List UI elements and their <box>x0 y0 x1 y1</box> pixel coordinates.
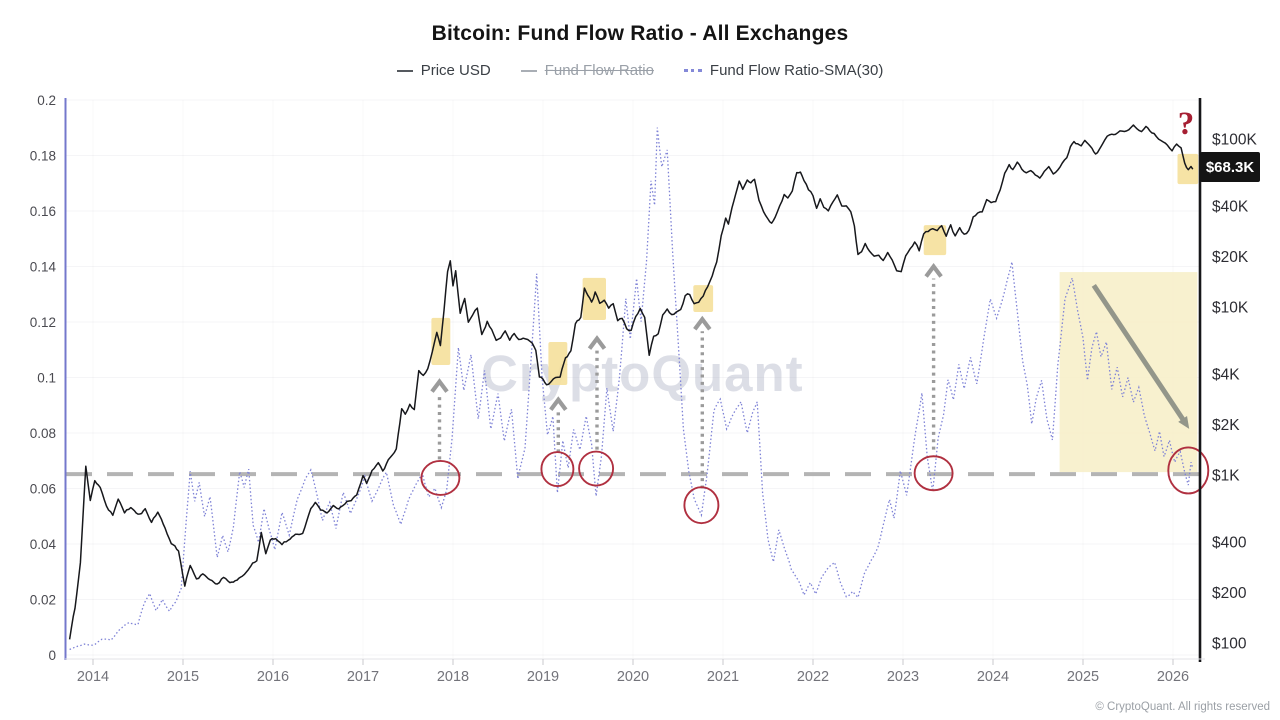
legend: Price USD Fund Flow Ratio Fund Flow Rati… <box>0 62 1280 79</box>
svg-text:2024: 2024 <box>977 669 1009 685</box>
series-layer <box>68 124 1194 651</box>
svg-text:2019: 2019 <box>527 669 559 685</box>
svg-text:2016: 2016 <box>257 669 289 685</box>
svg-text:2014: 2014 <box>77 669 109 685</box>
svg-text:$400: $400 <box>1212 534 1247 551</box>
svg-text:$100: $100 <box>1212 636 1247 653</box>
svg-text:0.16: 0.16 <box>30 204 56 219</box>
svg-text:2021: 2021 <box>707 669 739 685</box>
legend-label: Fund Flow Ratio <box>544 62 654 79</box>
red-circle-1 <box>420 460 461 496</box>
red-circle-5 <box>913 455 954 492</box>
svg-text:0.08: 0.08 <box>30 426 56 441</box>
yellow-highlight-box-4 <box>693 285 714 313</box>
svg-text:$40K: $40K <box>1212 198 1249 215</box>
yellow-highlight-box-3 <box>582 277 606 321</box>
price-usd-line <box>68 124 1194 640</box>
red-circle-3 <box>578 450 615 487</box>
svg-text:2020: 2020 <box>617 669 649 685</box>
price-line-marker-icon <box>396 69 413 72</box>
copyright-footer: © CryptoQuant. All rights reserved <box>1095 701 1270 713</box>
svg-text:0.18: 0.18 <box>30 149 56 164</box>
svg-text:$20K: $20K <box>1212 249 1249 266</box>
up-arrow-2 <box>549 396 568 453</box>
yellow-highlight-box-2 <box>548 341 568 385</box>
svg-text:0.04: 0.04 <box>30 537 57 552</box>
yellow-highlight-box-5 <box>923 225 947 256</box>
big-yellow-highlight-box <box>1059 272 1198 473</box>
up-arrow-1 <box>430 378 449 460</box>
ffr-line-marker-icon <box>520 69 537 72</box>
page-title: Bitcoin: Fund Flow Ratio - All Exchanges <box>431 22 849 45</box>
red-circle-annotations <box>420 446 1210 525</box>
sma-dotted-marker-icon <box>683 69 702 72</box>
x-axis-labels: 2014 2015 2016 2017 2018 2019 2020 2021 2022 2023… <box>77 669 1189 685</box>
svg-text:2018: 2018 <box>437 669 469 685</box>
svg-text:2023: 2023 <box>887 669 919 685</box>
gridlines <box>66 99 1199 658</box>
ffr-sma-line <box>69 127 1194 651</box>
right-axis-labels: $100K $40K $20K $10K $4K $2K $1K $400 $200 $100 <box>1212 132 1257 653</box>
up-arrow-4 <box>693 315 712 489</box>
svg-text:0.1: 0.1 <box>37 371 56 386</box>
svg-text:$100K: $100K <box>1212 132 1257 149</box>
svg-text:$200: $200 <box>1212 585 1247 602</box>
legend-label: Price USD <box>420 62 491 79</box>
up-arrow-5 <box>924 263 943 450</box>
legend-item-ffr-sma[interactable]: Fund Flow Ratio-SMA(30) <box>683 62 884 79</box>
downtrend-arrow <box>1091 283 1190 429</box>
red-circle-4 <box>683 486 720 525</box>
question-mark-annotation: ? <box>1177 106 1195 142</box>
highlight-boxes <box>431 153 1199 473</box>
svg-text:2026: 2026 <box>1157 669 1189 685</box>
axes <box>64 98 1205 665</box>
svg-text:$10K: $10K <box>1212 300 1249 317</box>
svg-text:0.06: 0.06 <box>30 482 56 497</box>
up-arrow-3 <box>587 335 607 450</box>
svg-text:0: 0 <box>48 648 56 663</box>
cryptoquant-watermark: CryptoQuant <box>481 345 804 402</box>
svg-text:2017: 2017 <box>347 669 379 685</box>
legend-item-price-usd[interactable]: Price USD <box>396 62 491 79</box>
red-circle-2 <box>540 451 575 488</box>
red-circle-6 <box>1167 446 1210 495</box>
svg-text:$2K: $2K <box>1212 417 1240 434</box>
dotted-arrows <box>430 263 943 489</box>
legend-label: Fund Flow Ratio-SMA(30) <box>709 62 884 79</box>
svg-text:2022: 2022 <box>797 669 829 685</box>
svg-text:0.14: 0.14 <box>30 260 57 275</box>
left-axis-labels: 0.2 0.18 0.16 0.14 0.12 0.1 0.08 0.06 0.04 0.02 0 <box>30 93 57 663</box>
svg-text:2015: 2015 <box>167 669 199 685</box>
svg-text:0.2: 0.2 <box>37 93 56 108</box>
legend-item-fund-flow-ratio[interactable]: Fund Flow Ratio <box>520 62 654 79</box>
svg-text:2025: 2025 <box>1067 669 1099 685</box>
svg-text:0.12: 0.12 <box>30 315 56 330</box>
svg-text:$1K: $1K <box>1212 468 1240 485</box>
svg-text:$4K: $4K <box>1212 366 1240 383</box>
current-price-badge: $68.3K <box>1200 152 1260 182</box>
svg-text:0.02: 0.02 <box>30 593 56 608</box>
